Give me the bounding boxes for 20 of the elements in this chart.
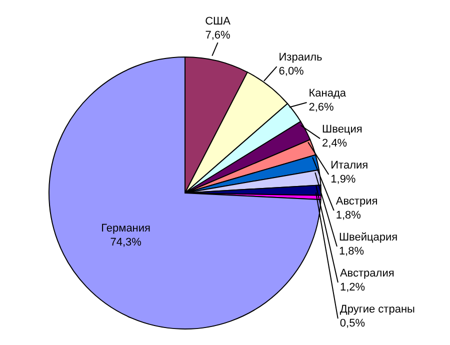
slice-label: США xyxy=(205,16,232,28)
data-label: 2,4% xyxy=(322,138,348,150)
slice-label: Швейцария xyxy=(338,232,398,244)
data-label: 6,0% xyxy=(278,66,304,78)
data-label: 1,8% xyxy=(338,246,364,258)
data-label: 74,3% xyxy=(110,236,142,249)
slice-label: Германия xyxy=(101,222,151,235)
slice-label: Израиль xyxy=(278,52,323,64)
data-label: 1,2% xyxy=(340,282,366,294)
data-label: 1,9% xyxy=(330,174,356,186)
data-label: 0,5% xyxy=(340,318,366,330)
slice-label: Италия xyxy=(330,160,368,172)
slice-label: Австралия xyxy=(340,268,394,280)
slice-label: Другие страны xyxy=(340,304,416,316)
slice-label: Канада xyxy=(308,88,347,100)
data-label: 2,6% xyxy=(308,102,334,114)
data-label: 1,8% xyxy=(336,210,362,222)
slice-label: Швеция xyxy=(322,124,362,136)
slice-label: Австрия xyxy=(336,196,378,208)
data-label: 7,6% xyxy=(205,30,231,42)
